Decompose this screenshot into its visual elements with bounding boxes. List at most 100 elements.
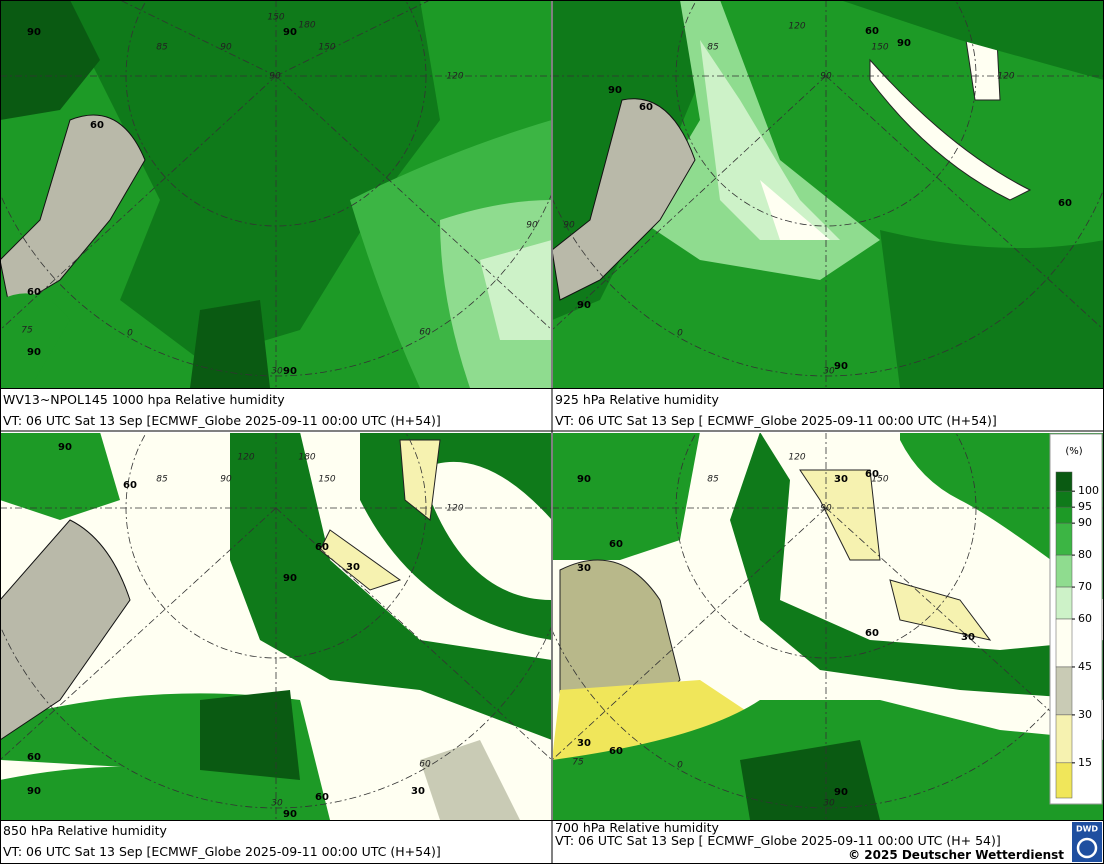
graticule-label: 90 <box>220 475 232 485</box>
contour-label: 30 <box>961 632 975 643</box>
contour-label: 30 <box>346 562 360 573</box>
graticule-label: 120 <box>446 72 463 82</box>
contour-label: 30 <box>411 786 425 797</box>
graticule-label: 120 <box>997 72 1014 82</box>
colorbar-label: 60 <box>1078 612 1092 625</box>
colorbar-segment <box>1055 506 1073 524</box>
colorbar-segment <box>1055 471 1073 492</box>
panel-valid-time: VT: 06 UTC Sat 13 Sep [ ECMWF_Globe 2025… <box>555 833 1001 848</box>
map-panel <box>553 433 1103 820</box>
graticule-label: 120 <box>788 22 805 32</box>
panel-title: 925 hPa Relative humidity <box>555 392 720 407</box>
contour-label: 60 <box>609 539 623 550</box>
graticule-label: 85 <box>707 475 719 485</box>
graticule-label: 90 <box>220 43 232 53</box>
contour-label: 60 <box>639 102 653 113</box>
graticule-label: 90 <box>820 72 832 82</box>
contour-label: 60 <box>865 628 879 639</box>
graticule-label: 30 <box>823 799 835 809</box>
contour-label: 90 <box>27 786 41 797</box>
contour-label: 90 <box>608 85 622 96</box>
graticule-label: 0 <box>677 329 683 339</box>
contour-label: 90 <box>283 573 297 584</box>
graticule-label: 150 <box>871 475 888 485</box>
colorbar-label: 80 <box>1078 548 1092 561</box>
contour-label: 90 <box>834 787 848 798</box>
map-panel <box>1 433 551 820</box>
contour-label: 90 <box>897 38 911 49</box>
graticule-label: 85 <box>156 475 168 485</box>
colorbar-segment <box>1055 554 1073 588</box>
colorbar-label: 100 <box>1078 484 1099 497</box>
colorbar-segment <box>1055 666 1073 716</box>
contour-label: 60 <box>315 542 329 553</box>
contour-label: 30 <box>577 738 591 749</box>
contour-label: 60 <box>609 746 623 757</box>
graticule-label: 85 <box>156 43 168 53</box>
contour-label: 60 <box>1058 198 1072 209</box>
graticule-label: 150 <box>871 43 888 53</box>
colorbar-label: 95 <box>1078 500 1092 513</box>
colorbar-label: 30 <box>1078 708 1092 721</box>
graticule-label: 30 <box>823 367 835 377</box>
contour-label: 90 <box>283 27 297 38</box>
graticule-label: 30 <box>271 799 283 809</box>
contour-label: 90 <box>283 809 297 820</box>
colorbar-segment <box>1055 490 1073 508</box>
graticule-label: 90 <box>563 221 575 231</box>
graticule-label: 150 <box>318 43 335 53</box>
graticule-label: 85 <box>707 43 719 53</box>
colorbar-segment <box>1055 714 1073 764</box>
colorbar-label: 15 <box>1078 756 1092 769</box>
contour-label: 90 <box>834 361 848 372</box>
colorbar-label: 70 <box>1078 580 1092 593</box>
colorbar-segment <box>1055 762 1073 799</box>
panel-title: WV13~NPOL145 1000 hpa Relative humidity <box>3 392 285 407</box>
colorbar-segment <box>1055 522 1073 556</box>
contour-label: 30 <box>834 474 848 485</box>
panel-valid-time: VT: 06 UTC Sat 13 Sep [ECMWF_Globe 2025-… <box>3 844 441 859</box>
colorbar-segment <box>1055 586 1073 620</box>
contour-label: 60 <box>315 792 329 803</box>
contour-label: 90 <box>577 300 591 311</box>
graticule-label: 90 <box>526 221 538 231</box>
graticule-label: 120 <box>446 504 463 514</box>
logo <box>1072 822 1102 862</box>
graticule-label: 75 <box>21 326 33 336</box>
graticule-label: 120 <box>788 453 805 463</box>
graticule-label: 150 <box>267 13 284 23</box>
panel-valid-time: VT: 06 UTC Sat 13 Sep [ECMWF_Globe 2025-… <box>3 413 441 428</box>
map-panel <box>553 1 1103 388</box>
graticule-label: 60 <box>419 328 431 338</box>
graticule-label: 180 <box>298 21 315 31</box>
graticule-label: 120 <box>237 453 254 463</box>
colorbar-segment <box>1055 618 1073 668</box>
contour-label: 60 <box>865 469 879 480</box>
contour-label: 60 <box>27 287 41 298</box>
panel-title: 850 hPa Relative humidity <box>3 823 168 838</box>
contour-label: 30 <box>577 563 591 574</box>
contour-label: 60 <box>865 26 879 37</box>
colorbar-label: 45 <box>1078 660 1092 673</box>
panel-title: 700 hPa Relative humidity <box>555 820 720 835</box>
contour-label: 90 <box>27 347 41 358</box>
contour-label: 60 <box>123 480 137 491</box>
contour-label: 60 <box>90 120 104 131</box>
graticule-label: 90 <box>820 504 832 514</box>
graticule-label: 150 <box>318 475 335 485</box>
colorbar-label: 90 <box>1078 516 1092 529</box>
copyright: © 2025 Deutscher Wetterdienst <box>848 848 1064 862</box>
graticule-label: 30 <box>271 367 283 377</box>
panel-valid-time: VT: 06 UTC Sat 13 Sep [ ECMWF_Globe 2025… <box>555 413 997 428</box>
contour-label: 90 <box>283 366 297 377</box>
contour-label: 90 <box>58 442 72 453</box>
graticule-label: 90 <box>269 72 281 82</box>
contour-label: 90 <box>577 474 591 485</box>
map-panel <box>1 1 551 388</box>
graticule-label: 75 <box>572 758 584 768</box>
graticule-label: 0 <box>677 761 683 771</box>
contour-label: 90 <box>27 27 41 38</box>
graticule-label: 180 <box>298 453 315 463</box>
graticule-label: 0 <box>127 329 133 339</box>
